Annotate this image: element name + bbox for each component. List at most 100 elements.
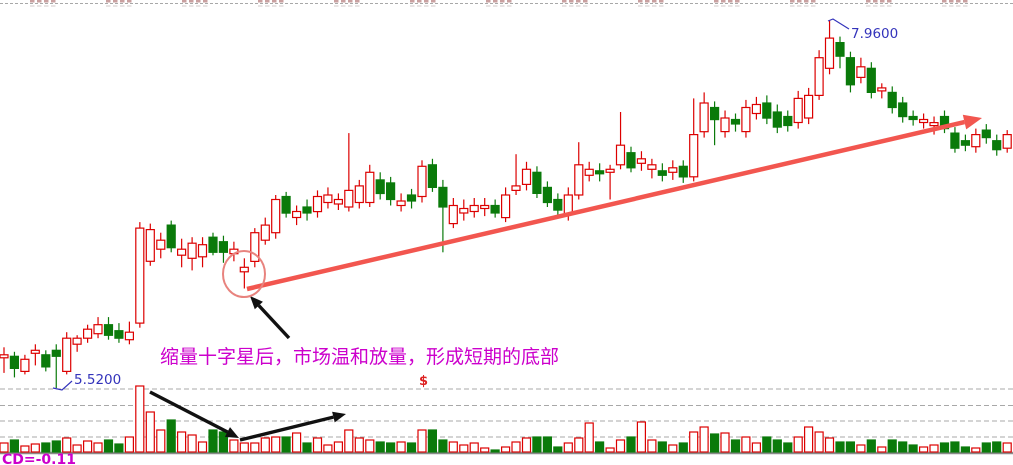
candle-body bbox=[856, 66, 866, 79]
clipped-top-text-mark bbox=[583, 5, 588, 7]
volume-bar bbox=[386, 442, 396, 453]
candle-body bbox=[93, 324, 103, 335]
clipped-top-text-mark bbox=[963, 0, 968, 3]
clipped-top-text-mark bbox=[569, 0, 574, 3]
candle-body bbox=[960, 140, 971, 146]
volume-bar bbox=[626, 436, 636, 453]
clipped-top-text-mark bbox=[265, 0, 270, 3]
clipped-top-text-mark bbox=[417, 5, 422, 7]
clipped-top-text-mark bbox=[355, 0, 360, 3]
candle-body bbox=[636, 158, 647, 164]
candle-body bbox=[281, 195, 291, 214]
volume-bar bbox=[260, 437, 270, 453]
candle-body bbox=[250, 232, 260, 262]
volume-bar bbox=[396, 441, 406, 453]
volume-bar bbox=[981, 442, 991, 453]
candle-body bbox=[793, 97, 803, 124]
clipped-top-text-mark bbox=[203, 0, 208, 3]
volume-bar bbox=[323, 444, 333, 453]
candle-body bbox=[908, 115, 918, 121]
candle-body bbox=[887, 91, 897, 109]
clipped-top-text-mark bbox=[728, 5, 733, 7]
black-arrow-head bbox=[250, 296, 263, 310]
volume-bar bbox=[82, 440, 93, 453]
volume-bar bbox=[406, 442, 417, 453]
volume-bar bbox=[563, 442, 573, 453]
price-label-leader bbox=[827, 18, 850, 30]
clipped-top-text-mark bbox=[562, 5, 567, 7]
candle-body bbox=[532, 171, 542, 195]
candle-body bbox=[689, 134, 699, 178]
volume-bar bbox=[971, 447, 981, 453]
volume-bar bbox=[584, 422, 594, 453]
doji-highlight-circle bbox=[222, 250, 266, 298]
clipped-top-text-mark bbox=[486, 5, 491, 7]
price-high-label: 7.9600 bbox=[851, 26, 898, 42]
candle-body bbox=[292, 210, 302, 219]
candle-body bbox=[145, 229, 155, 262]
clipped-top-text-mark bbox=[341, 0, 346, 3]
volume-bar bbox=[887, 439, 897, 453]
trend-arrow-shaft bbox=[246, 119, 966, 292]
clipped-top-text-mark bbox=[258, 5, 263, 7]
clipped-top-text-mark bbox=[873, 5, 878, 7]
clipped-top-text-mark bbox=[956, 0, 961, 3]
volume-bar bbox=[856, 444, 866, 453]
annotation-layer bbox=[52, 18, 982, 442]
clipped-top-text-mark bbox=[942, 5, 947, 7]
volume-bar bbox=[824, 437, 835, 453]
clipped-top-text-mark bbox=[265, 5, 270, 7]
volume-bar bbox=[532, 436, 542, 453]
candle-body bbox=[187, 242, 197, 259]
volume-bar bbox=[166, 419, 176, 453]
candle-body bbox=[814, 57, 824, 97]
volume-bar bbox=[459, 444, 469, 453]
clipped-top-text-mark bbox=[127, 0, 132, 3]
clipped-top-text-mark bbox=[355, 5, 360, 7]
clipped-top-text-mark bbox=[652, 5, 657, 7]
price-low-label: 5.5200 bbox=[74, 372, 121, 388]
candle-body bbox=[918, 118, 929, 124]
candle-body bbox=[574, 164, 584, 196]
clipped-top-text-mark bbox=[866, 0, 871, 3]
candle-body bbox=[657, 170, 667, 176]
candle-body bbox=[480, 204, 490, 210]
clipped-top-text-mark bbox=[182, 5, 187, 7]
candle-body bbox=[354, 185, 364, 204]
candle-body bbox=[197, 244, 208, 258]
clipped-top-text-mark bbox=[37, 5, 42, 7]
candle-body bbox=[375, 179, 385, 195]
clipped-top-text-mark bbox=[949, 5, 954, 7]
candle-body bbox=[866, 67, 876, 94]
volume-bar bbox=[636, 421, 647, 453]
clipped-top-text-mark bbox=[659, 0, 664, 3]
volume-bar bbox=[208, 429, 218, 453]
volume-bar bbox=[72, 444, 82, 453]
clipped-top-text-mark bbox=[659, 5, 664, 7]
candle-body bbox=[103, 324, 114, 336]
candle-body bbox=[51, 349, 61, 357]
candle-body bbox=[511, 185, 521, 191]
volume-bar bbox=[438, 439, 448, 453]
clipped-top-text-mark bbox=[196, 0, 201, 3]
clipped-top-text-mark bbox=[721, 5, 726, 7]
candle-body bbox=[135, 227, 145, 324]
candle-body bbox=[971, 134, 981, 148]
clipped-top-text-mark bbox=[880, 5, 885, 7]
volume-bar bbox=[908, 444, 918, 453]
clipped-top-text-mark bbox=[811, 0, 816, 3]
clipped-top-text-mark bbox=[804, 0, 809, 3]
clipped-top-text-mark bbox=[583, 0, 588, 3]
candle-body bbox=[20, 358, 30, 372]
clipped-top-text-mark bbox=[493, 0, 498, 3]
clipped-top-text-mark bbox=[645, 5, 650, 7]
candle-body bbox=[271, 198, 281, 234]
candle-body bbox=[950, 132, 960, 149]
candle-body bbox=[312, 195, 323, 213]
clipped-top-text-mark bbox=[576, 5, 581, 7]
volume-bar bbox=[417, 429, 427, 453]
volume-bar bbox=[783, 442, 793, 453]
volume-bar bbox=[657, 441, 667, 453]
clipped-top-text-mark bbox=[113, 0, 118, 3]
